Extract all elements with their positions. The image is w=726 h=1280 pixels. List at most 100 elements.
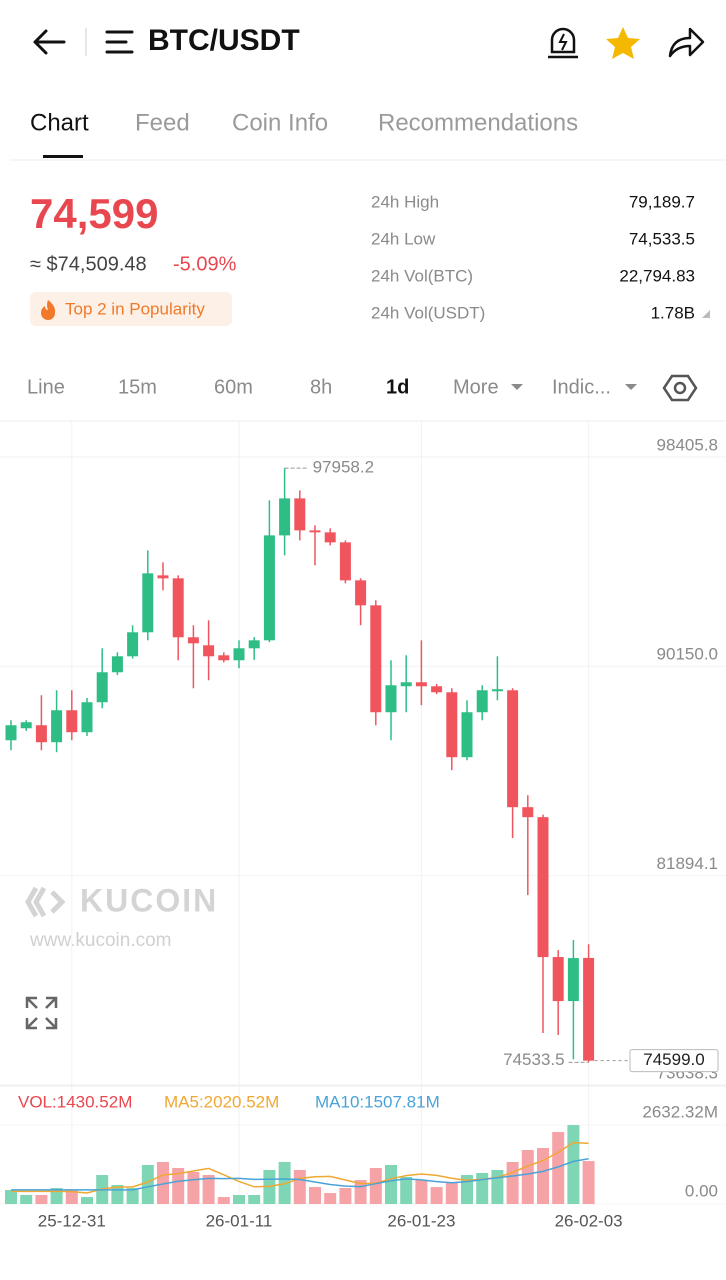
max-label: 97958.2 — [313, 458, 374, 477]
interval[interactable]: Line — [27, 376, 65, 398]
stat-label: 24h Vol(BTC) — [371, 266, 473, 285]
candle-body — [431, 686, 443, 693]
volume-bar — [567, 1125, 580, 1204]
volume-bar — [521, 1149, 534, 1204]
candle-body — [385, 685, 397, 713]
min-label: 74533.5 — [503, 1050, 564, 1069]
candle-body — [279, 498, 291, 536]
legend-entry: MA10:1507.81M — [315, 1092, 440, 1111]
candle-body — [127, 632, 139, 657]
volume-legend: VOL:1430.52M — [18, 1092, 132, 1111]
interval[interactable]: 8h — [310, 376, 332, 398]
share-icon[interactable] — [668, 27, 705, 58]
volume-bar — [309, 1187, 321, 1204]
volume-bar — [506, 1161, 519, 1204]
stat-value: 1.78B — [651, 303, 695, 322]
back-button[interactable] — [33, 29, 66, 55]
watermark-logo — [25, 886, 66, 918]
candle-body — [96, 672, 108, 703]
interval[interactable]: 60m — [214, 376, 253, 398]
stat-value: 74,533.5 — [629, 229, 695, 248]
volume-bar — [476, 1172, 489, 1204]
candle-body — [567, 958, 579, 1002]
tab-indicator — [43, 155, 83, 158]
candle-body — [476, 690, 488, 713]
volume-bar — [369, 1167, 382, 1204]
candle-body — [491, 689, 503, 692]
volume-bar — [35, 1194, 48, 1204]
volume-bar — [5, 1190, 17, 1204]
tab[interactable]: Coin Info — [232, 109, 328, 136]
candle-body — [355, 580, 367, 606]
volume-bar — [400, 1176, 413, 1204]
x-tick-label: 26-02-03 — [555, 1211, 623, 1230]
candle-body — [66, 710, 78, 733]
last-price: 74,599 — [30, 190, 158, 237]
volume-bar — [445, 1182, 458, 1204]
fire-icon — [41, 300, 56, 320]
volume-bar — [126, 1188, 139, 1204]
volume-bar — [217, 1197, 230, 1204]
stat-label: 24h Vol(USDT) — [371, 303, 485, 322]
candle-body — [20, 722, 32, 729]
candle-body — [552, 957, 564, 1002]
volume-bar — [141, 1164, 154, 1204]
tab[interactable]: Chart — [30, 109, 89, 136]
fullscreen-button[interactable] — [25, 996, 58, 1030]
volume-bar — [537, 1147, 549, 1204]
stat-value: 79,189.7 — [629, 192, 695, 211]
volume-bar — [339, 1188, 352, 1204]
candle-body — [51, 710, 63, 743]
interval[interactable]: 1d — [386, 376, 409, 398]
candle-body — [415, 682, 427, 687]
volume-bar — [278, 1161, 291, 1204]
candle-body — [5, 725, 17, 741]
volume-bar — [415, 1179, 428, 1204]
watermark-brand: KUCOIN — [80, 882, 218, 918]
ma-line — [11, 1157, 589, 1191]
candle-body — [400, 682, 412, 687]
dropdown-arrow — [511, 384, 523, 390]
candle-body — [187, 637, 199, 644]
stat-value: 22,794.83 — [619, 266, 695, 285]
candle-body — [537, 817, 549, 958]
favorite-star[interactable] — [606, 27, 640, 59]
volume-bar — [385, 1164, 397, 1204]
volume-bar — [430, 1187, 443, 1204]
candle-body — [309, 530, 321, 533]
pair-title: BTC/USDT — [148, 24, 300, 57]
candle-body — [172, 578, 184, 638]
menu-icon[interactable] — [105, 30, 134, 54]
settings-icon[interactable] — [662, 374, 698, 402]
usd-price: ≈ $74,509.48 — [30, 253, 147, 275]
candle-body — [157, 575, 169, 579]
last-price-label: 74599.0 — [643, 1050, 704, 1069]
candle-body — [111, 656, 123, 673]
candle-body — [142, 573, 154, 633]
candle-body — [233, 648, 245, 661]
interval[interactable]: 15m — [118, 376, 157, 398]
tab[interactable]: Feed — [135, 109, 190, 136]
badge-text: Top 2 in Popularity — [65, 299, 205, 318]
volume-bar — [293, 1169, 306, 1204]
volume-bar — [20, 1194, 33, 1204]
stat-label: 24h Low — [371, 229, 436, 248]
alert-icon[interactable] — [548, 27, 578, 59]
candle-body — [461, 712, 473, 758]
interval[interactable]: More — [453, 376, 499, 398]
candle-body — [522, 807, 534, 818]
candle-body — [294, 498, 306, 531]
candle-body — [263, 535, 275, 641]
volume-bar — [582, 1161, 595, 1204]
interval[interactable]: Indic... — [552, 376, 611, 398]
volume-bar — [157, 1161, 169, 1204]
x-tick-label: 26-01-11 — [206, 1211, 273, 1230]
volume-bar — [81, 1197, 93, 1204]
candle-body — [446, 692, 458, 758]
volume-bar — [248, 1194, 261, 1204]
tab[interactable]: Recommendations — [378, 109, 578, 136]
volume-bar — [491, 1169, 504, 1204]
volume-bar — [202, 1175, 215, 1204]
dropdown-arrow — [625, 384, 637, 390]
